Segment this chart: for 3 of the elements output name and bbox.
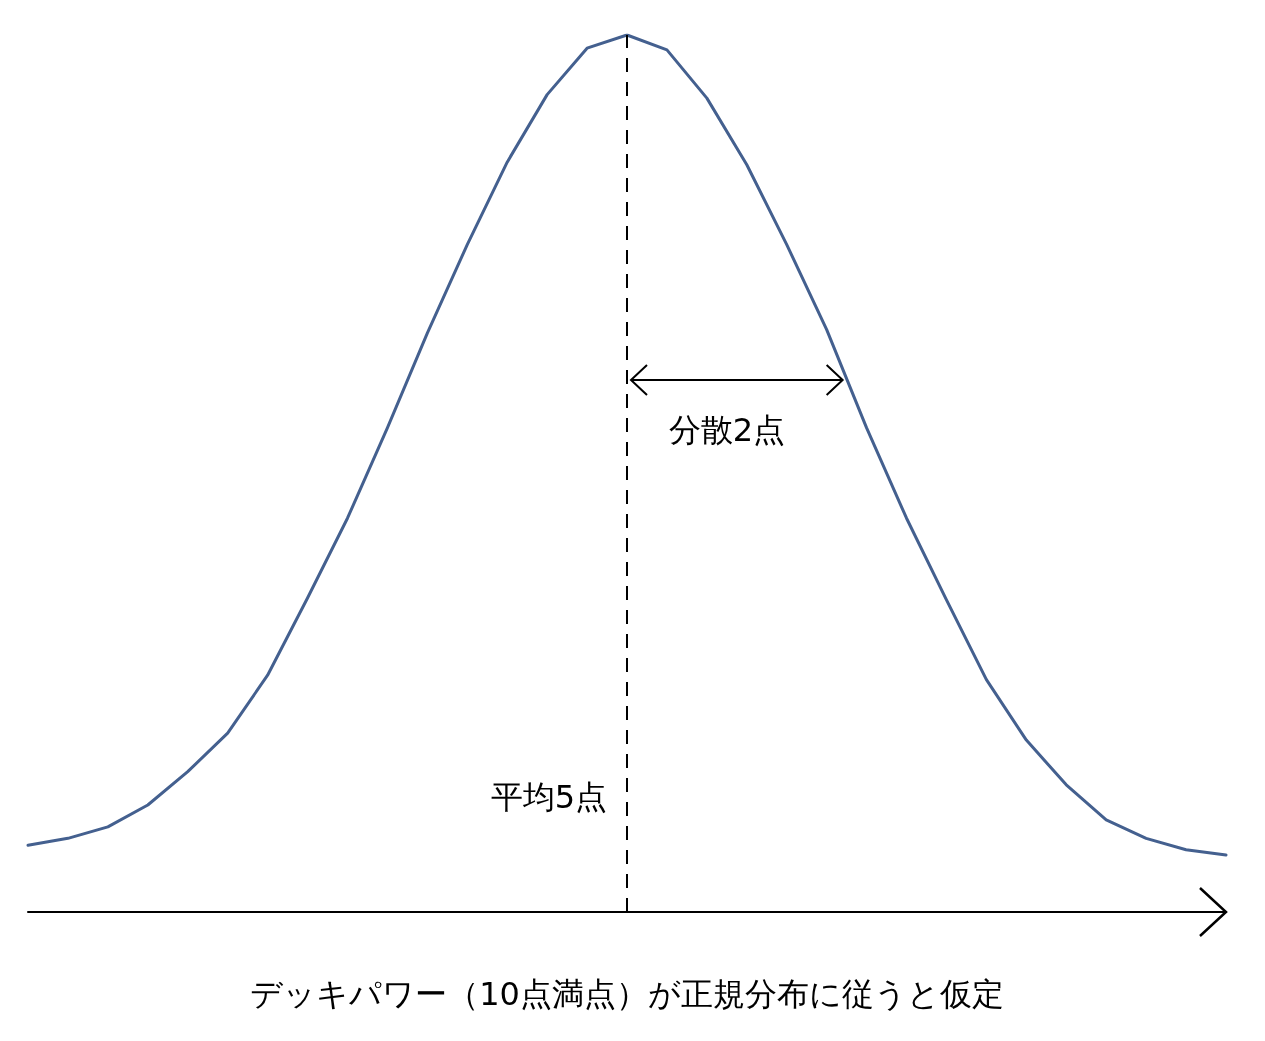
text: 平均5点 xyxy=(490,778,607,816)
annotation: 分散2点 xyxy=(668,411,785,449)
x-axis-title: デッキパワー（10点満点）が正規分布に従うと仮定 xyxy=(250,975,1004,1013)
